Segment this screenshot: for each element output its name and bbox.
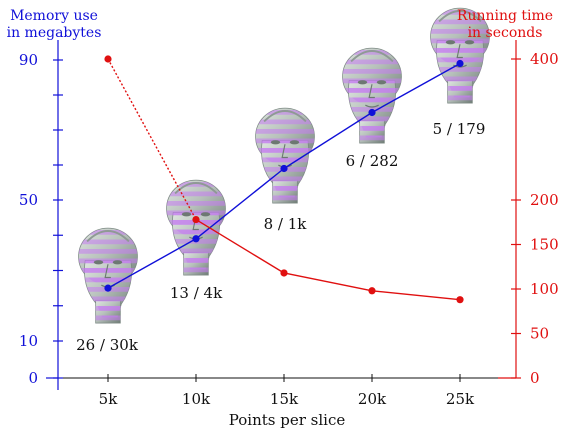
series-2-point-1	[104, 55, 112, 63]
series-1-segment-3	[283, 111, 373, 170]
left-tick-label-3: 50	[19, 191, 38, 209]
x-axis-label: Points per slice	[229, 411, 346, 429]
series-2-point-3	[280, 269, 288, 277]
series-2-segment-3	[283, 272, 373, 292]
series-1-segment-4	[371, 62, 461, 114]
right-tick-label-5: 200	[530, 191, 559, 209]
series-lines	[104, 55, 464, 304]
x-tick-label-1: 5k	[99, 390, 119, 408]
left-tick-label-4: 90	[19, 51, 38, 69]
head-thumbnail-4	[342, 47, 402, 144]
head-thumbnail-1	[78, 227, 138, 324]
series-1-segment-1	[107, 238, 197, 289]
point-annotation-2: 13 / 4k	[170, 284, 223, 302]
head-thumbnail-5	[430, 7, 490, 104]
series-1-segment-2	[195, 167, 285, 240]
right-tick-label-3: 100	[530, 280, 559, 298]
x-tick-label-3: 15k	[270, 390, 299, 408]
head-thumbnail-3	[255, 107, 315, 204]
point-annotation-3: 8 / 1k	[264, 215, 308, 233]
point-annotation-5: 5 / 179	[433, 120, 486, 138]
x-tick-label-4: 20k	[358, 390, 387, 408]
x-tick-label-5: 25k	[446, 390, 475, 408]
series-1-point-1	[104, 284, 112, 292]
head-thumbnails	[78, 7, 490, 324]
series-2-segment-4	[371, 290, 461, 301]
point-annotation-1: 26 / 30k	[76, 336, 139, 354]
right-tick-label-2: 50	[530, 325, 549, 343]
chart-axes	[46, 40, 521, 390]
series-1-point-4	[368, 108, 376, 117]
left-tick-label-2: 10	[19, 332, 38, 350]
series-2-point-2	[192, 215, 200, 224]
series-2-point-4	[368, 287, 376, 295]
series-1-point-3	[280, 164, 288, 173]
right-tick-label-4: 150	[530, 236, 559, 254]
left-tick-label-1: 0	[28, 369, 38, 387]
right-axis-label-line1: Running time	[457, 8, 553, 24]
left-axis-label-line1: Memory use	[10, 8, 98, 24]
series-2-point-5	[456, 296, 464, 304]
head-thumbnail-2	[166, 179, 226, 276]
series-2-segment-1	[107, 58, 197, 220]
left-axis-label-line2: in megabytes	[7, 25, 102, 41]
point-annotation-4: 6 / 282	[346, 152, 399, 170]
series-1-point-5	[456, 59, 464, 68]
right-axis-label-line2: in seconds	[468, 25, 543, 41]
series-1-point-2	[192, 235, 200, 243]
chart-labels: 5k 10k 15k 20k 25k Points per slice 0 10 50 90 Mem…	[7, 8, 559, 429]
series-2-segment-2	[195, 218, 285, 274]
x-tick-label-2: 10k	[182, 390, 211, 408]
right-tick-label-1: 0	[530, 369, 540, 387]
right-tick-label-6: 400	[530, 50, 559, 68]
